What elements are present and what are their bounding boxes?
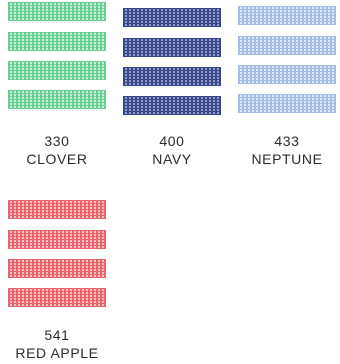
neptune-band [238,65,336,84]
navy-stripes [123,8,221,116]
red-apple-band [8,200,106,219]
clover-band [8,90,106,109]
clover-band [8,2,106,21]
clover-band [8,61,106,80]
navy-band [123,8,221,27]
navy-band [123,38,221,57]
red-apple-band [8,259,106,278]
neptune-band [238,6,336,25]
swatch-navy[interactable]: 400 NAVY [122,8,222,168]
navy-band [123,67,221,86]
navy-code: 400 [159,133,185,149]
red-apple-code: 541 [44,327,70,343]
swatch-clover[interactable]: 330 CLOVER [7,2,107,168]
neptune-stripes [238,6,336,114]
clover-code: 330 [44,133,70,149]
navy-band [123,96,221,115]
red-apple-name: RED APPLE [15,345,99,361]
neptune-band [238,94,336,113]
clover-stripes [8,2,106,110]
swatch-red-apple[interactable]: 541 RED APPLE [7,200,107,362]
clover-name: CLOVER [26,151,88,167]
red-apple-band [8,288,106,307]
navy-name: NAVY [152,151,192,167]
neptune-code: 433 [274,133,300,149]
red-apple-band [8,230,106,249]
neptune-band [238,36,336,55]
neptune-name: NEPTUNE [251,151,323,167]
clover-band [8,32,106,51]
swatch-neptune[interactable]: 433 NEPTUNE [237,6,337,168]
red-apple-stripes [8,200,106,308]
